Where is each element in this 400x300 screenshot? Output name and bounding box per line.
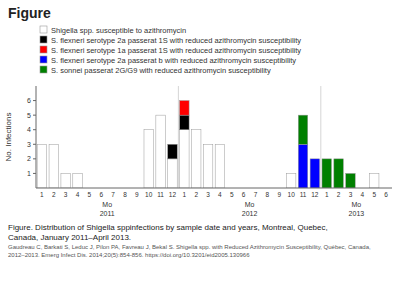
x-tick-label: 8 <box>123 191 127 198</box>
y-tick-label: 4 <box>27 126 31 133</box>
bar-segment <box>73 173 82 188</box>
bar-segment <box>346 173 355 188</box>
legend: Shigella spp. susceptible to azithromyci… <box>40 26 301 75</box>
title: Figure <box>8 5 51 21</box>
bar-segment <box>215 144 224 188</box>
bars <box>37 101 379 188</box>
bar-segment <box>61 173 70 188</box>
y-tick <box>33 100 36 101</box>
x-tick-label: 6 <box>384 191 388 198</box>
y-tick <box>33 158 36 159</box>
caption: Figure. Distribution of Shigella sppinfe… <box>8 223 328 242</box>
y-tick <box>33 115 36 116</box>
x-tick-label: 5 <box>372 191 376 198</box>
group-label: 2011 <box>100 210 115 217</box>
axes: 1234561234567891011121234567891011121234… <box>27 86 392 198</box>
y-axis-label: No. Infections <box>4 113 13 162</box>
bar-segment <box>168 144 177 159</box>
x-tick-label: 2 <box>194 191 198 198</box>
legend-swatch <box>40 56 47 63</box>
bar-segment <box>298 144 307 188</box>
legend-label: S. sonnei passerat 2G/G9 with reduced az… <box>51 66 271 75</box>
y-tick-label: 5 <box>27 112 31 119</box>
group-separator <box>178 86 179 188</box>
bar-segment <box>310 159 319 188</box>
y-tick-label: 6 <box>27 97 31 104</box>
x-tick-label: 5 <box>230 191 234 198</box>
x-tick-label: 1 <box>325 191 329 198</box>
x-tick-label: 10 <box>288 191 296 198</box>
bar-segment <box>156 115 165 188</box>
legend-swatch <box>40 46 47 53</box>
bar-segment <box>298 115 307 144</box>
x-tick-label: 1 <box>40 191 44 198</box>
x-tick-label: 7 <box>254 191 258 198</box>
x-tick-label: 3 <box>349 191 353 198</box>
x-tick-label: 12 <box>311 191 319 198</box>
y-axis-line <box>36 86 37 188</box>
legend-label: S. flexneri serotype 1a passerat 1S with… <box>51 46 301 55</box>
x-tick-label: 11 <box>157 191 164 198</box>
group-x-label: Mo <box>245 201 255 208</box>
group-label: 2012 <box>242 210 258 217</box>
legend-label: S. flexneri serotype 2a passerat 1S with… <box>51 36 301 45</box>
bar-segment <box>203 144 212 188</box>
x-tick-label: 10 <box>145 191 153 198</box>
bar-segment <box>286 173 295 188</box>
x-tick-label: 3 <box>64 191 68 198</box>
x-tick-label: 5 <box>88 191 92 198</box>
legend-swatch <box>40 36 47 43</box>
y-tick <box>33 173 36 174</box>
x-tick-label: 2 <box>337 191 341 198</box>
bar-segment <box>180 101 189 116</box>
x-tick-label: 4 <box>218 191 222 198</box>
legend-swatch <box>40 66 47 73</box>
bar-segment <box>49 144 58 188</box>
bar-segment <box>180 115 189 130</box>
legend-label: Shigella spp. susceptible to azithromyci… <box>51 26 186 35</box>
group-x-label: Mo <box>352 201 362 208</box>
citation: Gaudreau C, Barkati S, Leduc J, Pilon PA… <box>8 244 371 258</box>
legend-swatch <box>40 26 47 33</box>
x-axis-line <box>36 188 392 189</box>
x-tick-label: 9 <box>277 191 281 198</box>
y-tick <box>33 129 36 130</box>
x-tick-label: 6 <box>99 191 103 198</box>
y-tick-label: 2 <box>27 155 31 162</box>
group-x-label: Mo <box>102 201 112 208</box>
x-tick-label: 3 <box>206 191 210 198</box>
bar-segment <box>322 159 331 188</box>
chart: FigureShigella spp. susceptible to azith… <box>0 0 400 300</box>
bar-segment <box>191 130 200 188</box>
bar-segment <box>168 159 177 188</box>
x-tick-label: 7 <box>111 191 115 198</box>
x-tick-label: 2 <box>52 191 56 198</box>
x-tick-label: 11 <box>300 191 307 198</box>
bar-segment <box>180 130 189 188</box>
bar-segment <box>369 173 378 188</box>
x-tick-label: 6 <box>242 191 246 198</box>
group-separator <box>320 86 321 188</box>
group-label: 2013 <box>349 210 365 217</box>
y-tick <box>33 144 36 145</box>
group-separators <box>178 86 320 188</box>
x-tick-label: 8 <box>266 191 270 198</box>
legend-label: S. flexneri serotype 2a passerat b with … <box>51 56 296 65</box>
y-tick-label: 1 <box>27 170 31 177</box>
x-tick-label: 9 <box>135 191 139 198</box>
x-tick-label: 12 <box>169 191 177 198</box>
x-tick-label: 4 <box>76 191 80 198</box>
x-tick-label: 4 <box>361 191 365 198</box>
bar-segment <box>37 144 46 188</box>
x-tick-label: 1 <box>183 191 187 198</box>
y-tick-label: 3 <box>27 141 31 148</box>
bar-segment <box>144 130 153 188</box>
bar-segment <box>334 159 343 188</box>
